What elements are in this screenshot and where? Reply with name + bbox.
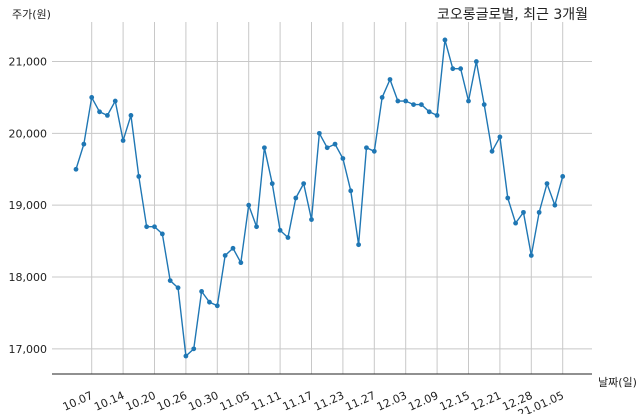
price-point: [246, 202, 252, 208]
price-point: [442, 37, 448, 43]
x-tick-label: 12.21: [469, 389, 503, 414]
price-point: [324, 145, 330, 151]
price-point: [505, 195, 511, 201]
price-point: [222, 253, 228, 258]
price-point: [285, 235, 291, 240]
y-tick-label: 18,000: [9, 271, 48, 284]
price-point: [348, 188, 354, 194]
price-point: [269, 181, 275, 187]
x-tick-label: 12.03: [375, 389, 409, 414]
price-point: [497, 134, 503, 140]
price-point: [159, 231, 165, 237]
price-point: [521, 209, 526, 215]
price-point: [387, 77, 393, 82]
y-axis-label: 주가(원): [12, 8, 51, 21]
price-point: [332, 141, 338, 147]
price-point: [536, 209, 542, 215]
series-layer: [73, 37, 566, 359]
x-axis-label: 날짜(일): [598, 375, 637, 389]
label-layer: 코오롱글로벌, 최근 3개월 주가(원) 날짜(일) 17,000 18,000 1…: [9, 7, 637, 414]
x-tick-label: 10.14: [92, 389, 126, 414]
price-point: [262, 145, 267, 151]
x-tick-label: 10.20: [124, 389, 158, 414]
price-point: [230, 245, 236, 251]
price-point: [191, 346, 197, 352]
price-point: [97, 109, 102, 115]
price-point: [254, 224, 259, 230]
price-point: [238, 260, 244, 266]
price-point: [489, 148, 495, 154]
grid-layer: [52, 22, 592, 374]
price-point: [175, 285, 181, 291]
price-series-line: [75, 39, 564, 358]
price-point: [105, 112, 110, 118]
price-point: [199, 288, 205, 294]
price-point: [73, 166, 79, 172]
price-point: [309, 217, 314, 222]
price-point: [167, 278, 173, 284]
price-point: [316, 130, 322, 136]
chart-title: 코오롱글로벌, 최근 3개월: [437, 7, 588, 23]
x-tick-label: 11.23: [312, 389, 346, 414]
price-point: [426, 109, 432, 115]
price-point: [89, 95, 95, 100]
price-point: [356, 242, 361, 248]
x-tick-label: 12.09: [406, 389, 440, 414]
x-tick-label: 10.26: [155, 389, 189, 414]
price-point: [183, 353, 189, 359]
price-point: [293, 195, 299, 201]
price-point: [277, 227, 283, 233]
price-point: [152, 224, 157, 230]
price-point: [450, 66, 456, 72]
price-point: [301, 181, 307, 187]
price-point: [544, 181, 550, 187]
price-point: [411, 102, 416, 108]
price-point: [214, 303, 220, 309]
x-tick-label: 12.15: [438, 389, 472, 414]
price-point: [120, 138, 126, 143]
price-point: [371, 148, 377, 154]
price-point: [136, 174, 142, 179]
price-point: [403, 98, 409, 104]
x-tick-label: 11.27: [343, 389, 377, 414]
price-point: [552, 202, 558, 208]
x-tick-label: 11.17: [281, 389, 315, 414]
price-point: [466, 98, 471, 104]
x-tick-label: 10.07: [61, 389, 95, 414]
x-tick-label: 10.30: [186, 389, 220, 414]
price-point: [473, 59, 479, 64]
price-point: [144, 224, 150, 230]
price-point: [207, 299, 212, 305]
price-point: [128, 112, 134, 118]
price-point: [528, 253, 534, 258]
x-tick-label: 11.11: [249, 389, 283, 414]
price-point: [458, 66, 464, 72]
price-point: [395, 98, 401, 104]
price-point: [112, 98, 118, 104]
y-tick-label: 17,000: [9, 343, 48, 356]
price-point: [560, 174, 566, 179]
price-point: [434, 112, 440, 118]
price-point: [340, 156, 346, 161]
x-tick-label: 11.05: [218, 389, 252, 414]
price-point: [513, 220, 518, 226]
price-point: [481, 102, 487, 108]
price-point: [364, 145, 369, 151]
y-tick-label: 19,000: [9, 199, 48, 212]
y-tick-label: 21,000: [9, 56, 48, 69]
price-point: [81, 141, 87, 147]
y-tick-label: 20,000: [9, 127, 48, 140]
price-point: [379, 95, 385, 100]
price-point: [419, 102, 424, 108]
